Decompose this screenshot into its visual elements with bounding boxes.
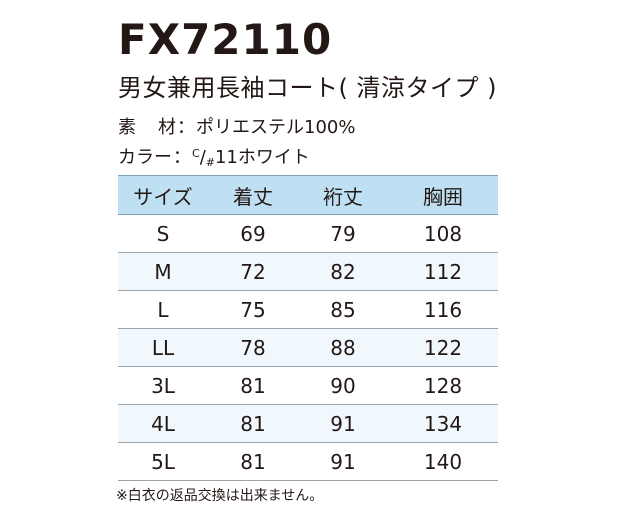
header-sleeve: 裄丈 — [298, 175, 388, 215]
length-cell: 78 — [208, 328, 298, 367]
sleeve-cell: 88 — [298, 328, 388, 367]
table-row: L 75 85 116 — [118, 290, 498, 329]
size-table: サイズ 着丈 裄丈 胸囲 S 69 79 108 M 72 82 112 L 7… — [118, 175, 498, 481]
material-value: ポリエステル100% — [196, 117, 356, 138]
spec-color: カラー：C/#11ホワイト — [118, 142, 310, 175]
table-row: 5L 81 91 140 — [118, 442, 498, 481]
length-cell: 72 — [208, 252, 298, 291]
table-row: 4L 81 91 134 — [118, 404, 498, 443]
size-cell: 4L — [118, 404, 208, 443]
product-code: FX72110 — [118, 15, 333, 64]
length-cell: 81 — [208, 442, 298, 481]
spec-material: 素材：ポリエステル100% — [118, 116, 355, 140]
material-separator: ： — [177, 117, 195, 138]
sleeve-cell: 82 — [298, 252, 388, 291]
chest-cell: 122 — [388, 328, 498, 367]
chest-cell: 134 — [388, 404, 498, 443]
sleeve-cell: 79 — [298, 214, 388, 253]
sleeve-cell: 91 — [298, 404, 388, 443]
color-code-slash: / — [199, 147, 206, 168]
size-cell: L — [118, 290, 208, 329]
color-code-hash: # — [205, 156, 215, 169]
sleeve-cell: 91 — [298, 442, 388, 481]
chest-cell: 116 — [388, 290, 498, 329]
length-cell: 75 — [208, 290, 298, 329]
size-cell: S — [118, 214, 208, 253]
material-label-char-2: 材 — [158, 117, 176, 138]
color-label: カラー — [118, 147, 172, 168]
table-row: 3L 81 90 128 — [118, 366, 498, 405]
return-note: ※白衣の返品交換は出来ません。 — [116, 488, 324, 504]
color-code-top: C — [192, 147, 200, 160]
header-length: 着丈 — [208, 175, 298, 215]
chest-cell: 108 — [388, 214, 498, 253]
length-cell: 69 — [208, 214, 298, 253]
color-code: C/# — [192, 147, 215, 169]
chest-cell: 112 — [388, 252, 498, 291]
sleeve-cell: 85 — [298, 290, 388, 329]
table-row: M 72 82 112 — [118, 252, 498, 291]
size-cell: LL — [118, 328, 208, 367]
table-row: LL 78 88 122 — [118, 328, 498, 367]
table-header-row: サイズ 着丈 裄丈 胸囲 — [118, 175, 498, 215]
product-name: 男女兼用長袖コート( 清涼タイプ ) — [118, 74, 497, 102]
color-value: 11ホワイト — [214, 147, 310, 168]
chest-cell: 128 — [388, 366, 498, 405]
chest-cell: 140 — [388, 442, 498, 481]
size-cell: 5L — [118, 442, 208, 481]
color-separator: ： — [173, 147, 191, 168]
sleeve-cell: 90 — [298, 366, 388, 405]
header-chest: 胸囲 — [388, 175, 498, 215]
size-cell: M — [118, 252, 208, 291]
size-cell: 3L — [118, 366, 208, 405]
length-cell: 81 — [208, 404, 298, 443]
material-label-char-1: 素 — [118, 117, 136, 138]
material-label: 素材 — [118, 116, 176, 140]
header-size: サイズ — [118, 175, 208, 215]
length-cell: 81 — [208, 366, 298, 405]
table-row: S 69 79 108 — [118, 214, 498, 253]
